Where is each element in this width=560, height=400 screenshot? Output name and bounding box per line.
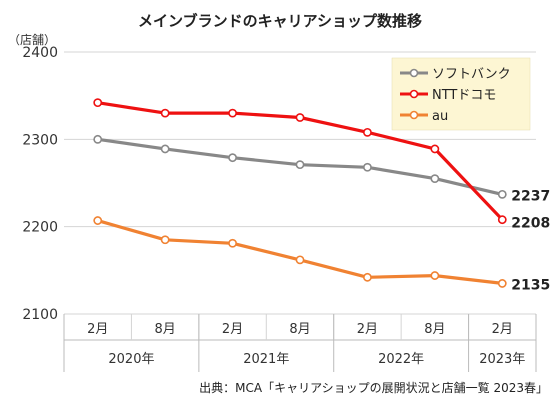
data-point <box>363 162 372 172</box>
source-note: 出典：MCA「キャリアショップの展開状況と店舗一覧 2023春」 <box>199 380 548 395</box>
data-point <box>497 189 507 199</box>
data-point <box>363 127 372 137</box>
series-layer <box>93 98 507 288</box>
y-tick-label: 2300 <box>22 132 58 148</box>
data-point <box>93 134 103 144</box>
series-line-2 <box>97 219 503 285</box>
grid-lines <box>64 51 536 315</box>
legend-marker <box>409 110 419 120</box>
y-axis-label: （店舗） <box>8 33 56 47</box>
data-point <box>160 144 170 154</box>
legend-label: ソフトバンク <box>432 67 511 82</box>
data-point <box>430 271 440 280</box>
year-label: 2022年 <box>378 352 424 367</box>
year-label: 2023年 <box>479 352 525 367</box>
y-tick-label: 2100 <box>22 307 58 323</box>
legend-label: NTTドコモ <box>432 88 496 103</box>
data-point <box>363 272 372 282</box>
x-tick-label: 2月 <box>222 322 243 337</box>
year-label: 2021年 <box>243 352 289 367</box>
data-point <box>295 255 305 265</box>
legend-label: au <box>432 109 448 124</box>
legend-marker <box>409 68 419 78</box>
data-point <box>228 238 237 248</box>
data-point <box>295 160 305 170</box>
data-point <box>160 235 170 245</box>
data-point <box>228 153 237 163</box>
y-axis-ticks: 2100 2200 2300 2400 <box>22 45 58 323</box>
end-value-label: 2237 <box>511 188 550 204</box>
data-point <box>497 279 507 288</box>
year-label: 2020年 <box>108 352 154 367</box>
x-tick-label: 2月 <box>492 322 513 337</box>
data-point <box>497 215 507 225</box>
y-tick-label: 2400 <box>22 45 58 61</box>
data-point <box>93 98 103 108</box>
end-labels: 2237 2208 2135 <box>511 188 550 293</box>
x-tick-label: 8月 <box>424 322 445 337</box>
data-point <box>295 113 305 122</box>
x-tick-label: 2月 <box>87 322 108 337</box>
y-tick-label: 2200 <box>22 220 58 236</box>
data-point <box>430 144 440 154</box>
data-point <box>228 108 237 118</box>
x-tick-label: 2月 <box>357 322 378 337</box>
legend: ソフトバンク NTTドコモ au <box>391 57 531 131</box>
data-point <box>160 108 170 118</box>
data-point <box>93 216 103 225</box>
data-point <box>430 174 440 184</box>
legend-marker <box>409 89 419 99</box>
x-tick-label: 8月 <box>155 322 176 337</box>
x-tick-label: 8月 <box>289 322 310 337</box>
end-value-label: 2208 <box>511 216 550 232</box>
end-value-label: 2135 <box>511 277 550 293</box>
chart-title: メインブランドのキャリアショップ数推移 <box>138 12 422 30</box>
